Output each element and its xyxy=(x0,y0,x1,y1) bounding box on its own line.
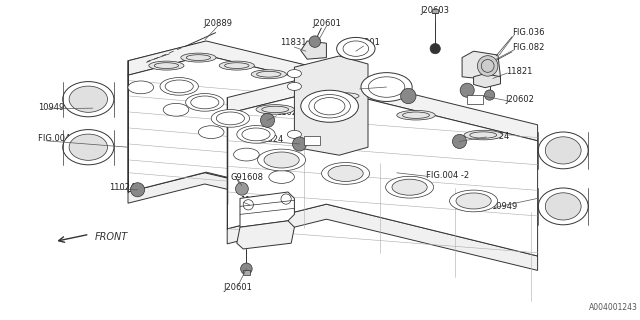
Ellipse shape xyxy=(450,190,498,212)
Ellipse shape xyxy=(456,193,492,209)
Ellipse shape xyxy=(545,193,581,220)
Polygon shape xyxy=(128,41,315,82)
Ellipse shape xyxy=(538,132,588,169)
Circle shape xyxy=(452,134,467,148)
Circle shape xyxy=(241,263,252,275)
Text: FRONT: FRONT xyxy=(95,232,128,243)
Ellipse shape xyxy=(163,103,189,116)
Text: 10949: 10949 xyxy=(38,103,65,112)
Text: A004001243: A004001243 xyxy=(589,303,638,312)
Text: J20601: J20601 xyxy=(312,19,341,28)
Text: A: A xyxy=(472,97,477,102)
Ellipse shape xyxy=(256,105,294,114)
Text: 10949: 10949 xyxy=(492,202,518,211)
Polygon shape xyxy=(128,55,315,198)
Text: G91608: G91608 xyxy=(230,173,264,182)
Circle shape xyxy=(292,137,307,151)
Ellipse shape xyxy=(287,83,301,91)
Ellipse shape xyxy=(186,93,224,111)
Circle shape xyxy=(131,183,145,197)
Ellipse shape xyxy=(301,90,358,122)
Circle shape xyxy=(260,113,275,127)
Polygon shape xyxy=(237,221,294,249)
Text: 11024: 11024 xyxy=(483,132,509,140)
Ellipse shape xyxy=(269,171,294,183)
Polygon shape xyxy=(294,56,368,155)
Polygon shape xyxy=(227,73,538,141)
Ellipse shape xyxy=(63,130,114,165)
Bar xyxy=(432,9,438,13)
Ellipse shape xyxy=(160,78,198,95)
Text: FIG.082: FIG.082 xyxy=(512,43,545,52)
Text: 10938: 10938 xyxy=(329,84,355,93)
Text: 11831: 11831 xyxy=(280,38,307,47)
Bar xyxy=(243,270,250,275)
Circle shape xyxy=(477,56,498,76)
Ellipse shape xyxy=(538,188,588,225)
Text: 11024: 11024 xyxy=(109,183,135,192)
Ellipse shape xyxy=(128,81,154,94)
Ellipse shape xyxy=(258,149,306,171)
Ellipse shape xyxy=(198,126,224,139)
Circle shape xyxy=(401,88,416,104)
Polygon shape xyxy=(128,56,314,198)
Polygon shape xyxy=(240,192,294,227)
Text: 11821: 11821 xyxy=(506,67,532,76)
Polygon shape xyxy=(128,42,314,82)
Circle shape xyxy=(236,182,248,195)
Ellipse shape xyxy=(392,179,428,195)
Ellipse shape xyxy=(63,82,114,117)
Text: A: A xyxy=(309,138,314,143)
Text: G79201: G79201 xyxy=(347,38,380,47)
Ellipse shape xyxy=(337,37,375,60)
Ellipse shape xyxy=(69,134,108,160)
Bar xyxy=(467,95,483,104)
Ellipse shape xyxy=(237,126,275,143)
Ellipse shape xyxy=(326,91,365,101)
Text: 11032: 11032 xyxy=(240,196,266,204)
Ellipse shape xyxy=(361,73,412,101)
Ellipse shape xyxy=(211,109,250,127)
Circle shape xyxy=(484,90,495,100)
Ellipse shape xyxy=(264,152,300,168)
Polygon shape xyxy=(301,41,326,59)
Ellipse shape xyxy=(234,148,259,161)
Ellipse shape xyxy=(385,176,434,198)
Text: 11024: 11024 xyxy=(257,135,284,144)
Polygon shape xyxy=(474,74,500,88)
Polygon shape xyxy=(128,173,314,210)
Text: 11021: 11021 xyxy=(276,108,303,117)
Ellipse shape xyxy=(397,110,435,120)
Circle shape xyxy=(460,83,474,97)
Ellipse shape xyxy=(328,165,364,181)
Ellipse shape xyxy=(287,131,301,139)
Ellipse shape xyxy=(545,137,581,164)
Ellipse shape xyxy=(464,130,502,140)
Ellipse shape xyxy=(181,53,216,62)
Text: J20601: J20601 xyxy=(223,283,253,292)
Ellipse shape xyxy=(252,70,287,79)
Ellipse shape xyxy=(149,61,184,70)
Bar xyxy=(304,136,320,145)
Ellipse shape xyxy=(287,70,301,78)
Circle shape xyxy=(309,36,321,47)
Polygon shape xyxy=(462,51,500,79)
Polygon shape xyxy=(227,89,538,256)
Text: FIG.004 -2: FIG.004 -2 xyxy=(38,134,81,143)
Text: J20603: J20603 xyxy=(420,6,450,15)
Ellipse shape xyxy=(322,163,370,184)
Text: J20889: J20889 xyxy=(203,19,232,28)
Circle shape xyxy=(430,44,440,54)
Polygon shape xyxy=(227,204,538,270)
Ellipse shape xyxy=(219,61,255,70)
Text: FIG.004 -2: FIG.004 -2 xyxy=(426,171,468,180)
Ellipse shape xyxy=(69,86,108,112)
Text: J20602: J20602 xyxy=(506,95,534,104)
Text: FIG.036: FIG.036 xyxy=(512,28,545,37)
